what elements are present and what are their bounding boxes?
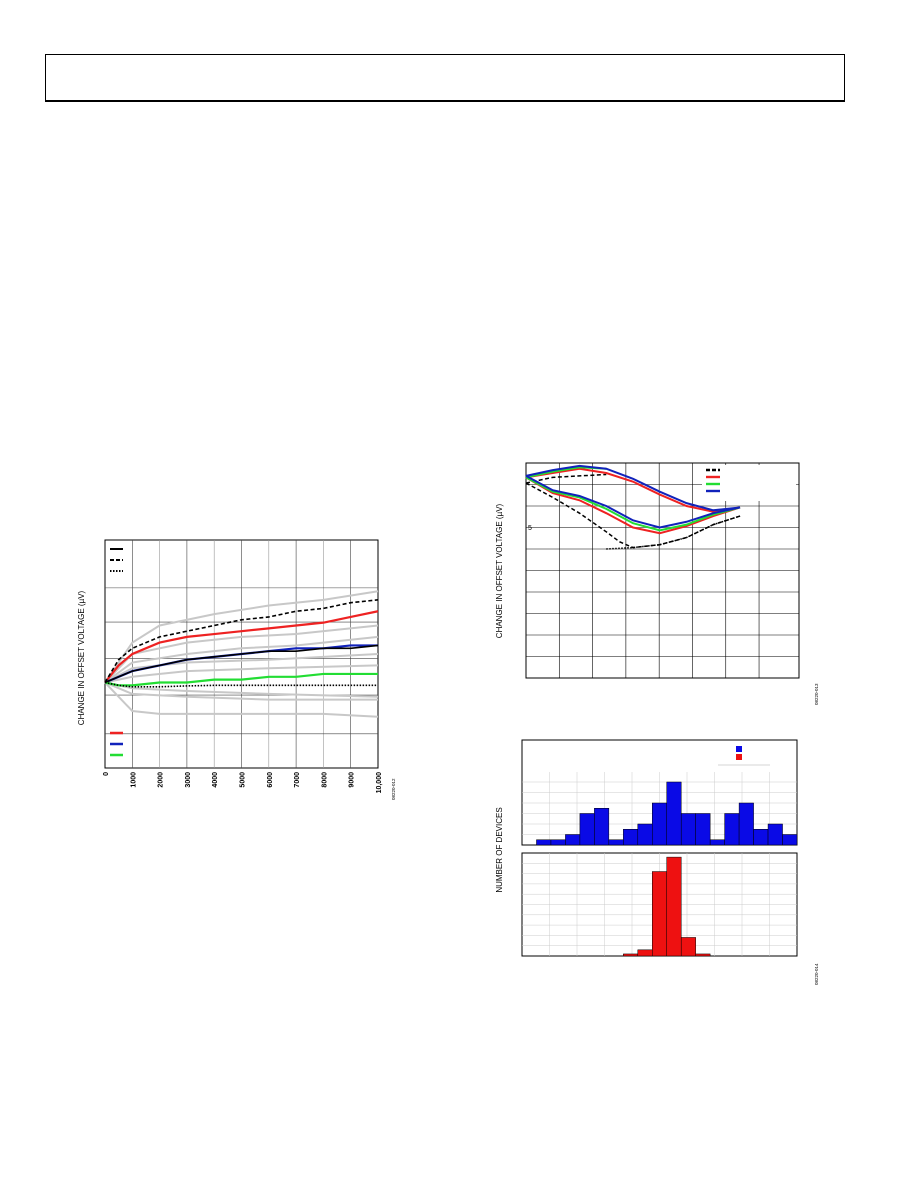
x-tick-label: 6000 [267, 772, 274, 788]
histogram-bar [594, 808, 610, 846]
figure-id: 08220-013 [814, 683, 819, 705]
page-header-box [45, 54, 845, 102]
series-line [525, 476, 741, 535]
y-axis-label: CHANGE IN OFFSET VOLTAGE (µV) [77, 590, 86, 725]
y-axis-label: CHANGE IN OFFSET VOLTAGE (µV) [495, 503, 504, 638]
figure-id: 08220-012 [391, 778, 396, 800]
legend [702, 465, 796, 501]
x-tick-label: 10,000 [376, 772, 383, 794]
histogram-bar [782, 834, 798, 846]
legend [718, 746, 770, 766]
series-line [525, 464, 741, 512]
series-line [525, 475, 741, 529]
histogram-bar [550, 839, 566, 846]
histogram-bar [637, 823, 653, 846]
device-histogram-chart: NUMBER OF DEVICES 08220-014 [495, 739, 819, 985]
histogram-bar [695, 813, 711, 846]
histogram-bar [724, 813, 740, 846]
histogram-bar [536, 839, 552, 846]
series-line [525, 473, 607, 484]
histogram-bar [565, 834, 581, 846]
histogram-bar [680, 937, 696, 957]
series-line [525, 467, 741, 513]
offset-hysteresis-chart: 5 CHANGE IN OFFSET VOLTAGE (µV) 08220-01… [495, 462, 819, 705]
x-tick-labels: 0 1000 2000 3000 4000 5000 6000 7000 8000 9000 10,… [103, 772, 383, 794]
series-line [525, 482, 741, 549]
background-series-line [104, 635, 379, 684]
x-tick-label: 9000 [349, 772, 356, 788]
series-line [104, 599, 379, 683]
series-line [104, 644, 379, 684]
histogram-bar [753, 829, 769, 846]
series-line [104, 672, 378, 687]
histogram-bar [738, 802, 754, 846]
histogram-bar [652, 802, 667, 846]
histogram-bar [579, 813, 595, 846]
x-tick-label: 3000 [185, 772, 192, 788]
offset-drift-chart: 0 1000 2000 3000 4000 5000 6000 7000 8000 9000 10,… [77, 539, 396, 800]
histogram-bar [680, 813, 696, 846]
series-line [525, 476, 741, 532]
x-tick-label: 4000 [212, 772, 219, 788]
series-line [104, 610, 379, 684]
x-tick-label: 5000 [240, 772, 247, 788]
series-lines [104, 599, 379, 688]
y-axis-label: NUMBER OF DEVICES [495, 807, 504, 892]
background-series-line [104, 681, 379, 718]
legend-swatch-blue [736, 746, 742, 752]
x-tick-label: 0 [103, 772, 110, 776]
histogram-bar [709, 839, 725, 846]
histogram-bar [608, 839, 624, 846]
x-tick-label: 1000 [130, 772, 137, 788]
legend-swatch-red [736, 754, 742, 760]
histogram-bar [666, 781, 682, 846]
histogram-bars [536, 781, 798, 957]
background-series-line [104, 653, 379, 684]
series-line [606, 515, 741, 550]
background-series-line [104, 681, 378, 701]
histogram-bar [767, 823, 783, 846]
figure-id: 08220-014 [814, 963, 819, 985]
background-series-line [104, 664, 379, 684]
x-tick-label: 8000 [321, 772, 328, 788]
histogram-bar [695, 953, 711, 957]
series-lines [525, 464, 741, 550]
histogram-bar [666, 856, 682, 957]
histogram-bar [623, 829, 639, 846]
background-series [104, 590, 379, 718]
histogram-bar [652, 871, 667, 957]
background-series-line [104, 590, 379, 684]
histogram-bar [623, 953, 639, 957]
x-tick-label: 7000 [294, 772, 301, 788]
x-tick-label: 2000 [158, 772, 165, 788]
y-tick-top: 5 [528, 525, 532, 532]
series-line [104, 681, 378, 688]
histogram-bar [637, 949, 653, 957]
legend [110, 548, 123, 757]
